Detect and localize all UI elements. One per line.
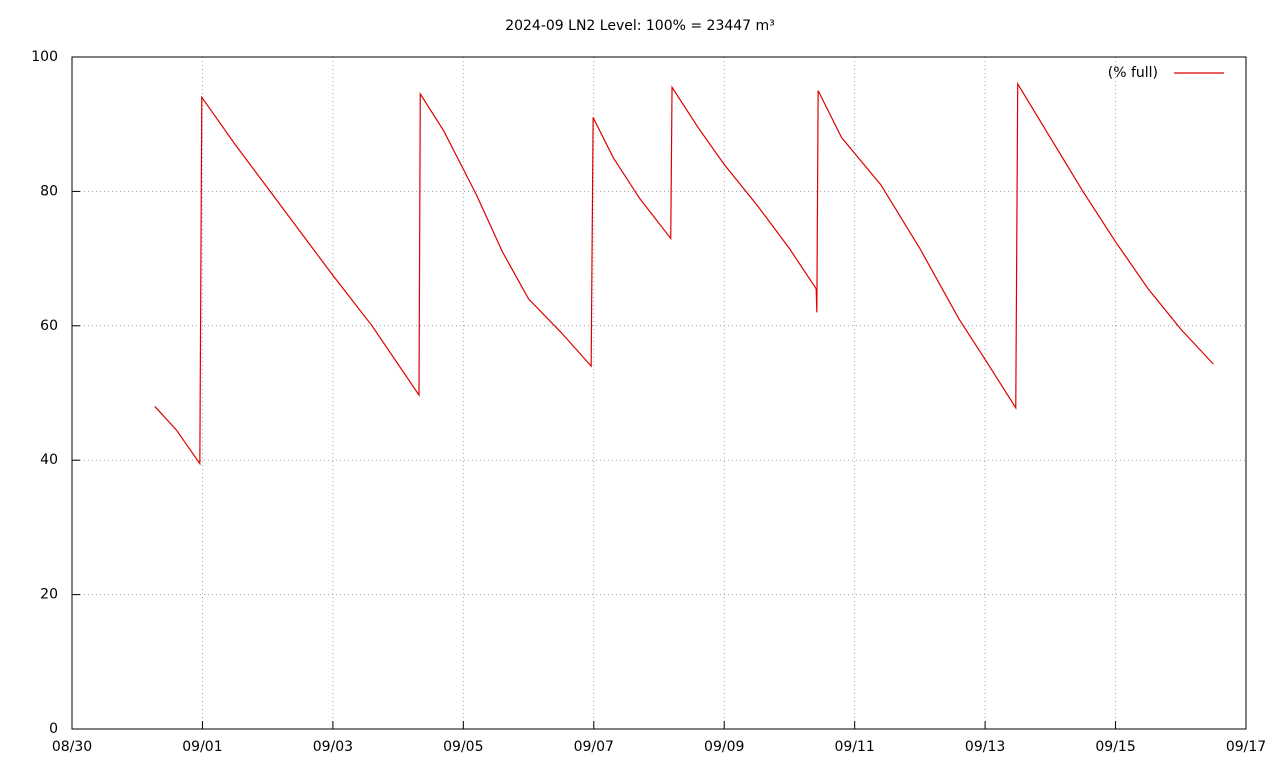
y-tick-label: 60: [40, 318, 58, 334]
y-tick-label: 40: [40, 452, 58, 468]
plot-border: [71, 56, 1247, 730]
x-tick-label: 09/07: [574, 739, 614, 755]
x-tick-label: 09/17: [1226, 739, 1266, 755]
x-tick-label: 09/09: [704, 739, 744, 755]
x-tick-label: 09/11: [834, 739, 874, 755]
y-tick-label: 0: [49, 721, 58, 737]
x-tick-label: 09/05: [443, 739, 483, 755]
x-tick-label: 09/03: [313, 739, 353, 755]
x-tick-label: 09/15: [1095, 739, 1135, 755]
line: [154, 81, 1214, 466]
x-tick-label: 08/30: [52, 739, 92, 755]
legend-label: (% full): [1108, 65, 1158, 81]
x-tick-label: 09/13: [965, 739, 1005, 755]
x-tick-label: 09/01: [182, 739, 222, 755]
chart-title: 2024-09 LN2 Level: 100% = 23447 m³: [505, 18, 775, 34]
y-tick-label: 80: [40, 183, 58, 199]
y-tick-label: 20: [40, 587, 58, 603]
y-tick-label: 100: [31, 49, 58, 65]
